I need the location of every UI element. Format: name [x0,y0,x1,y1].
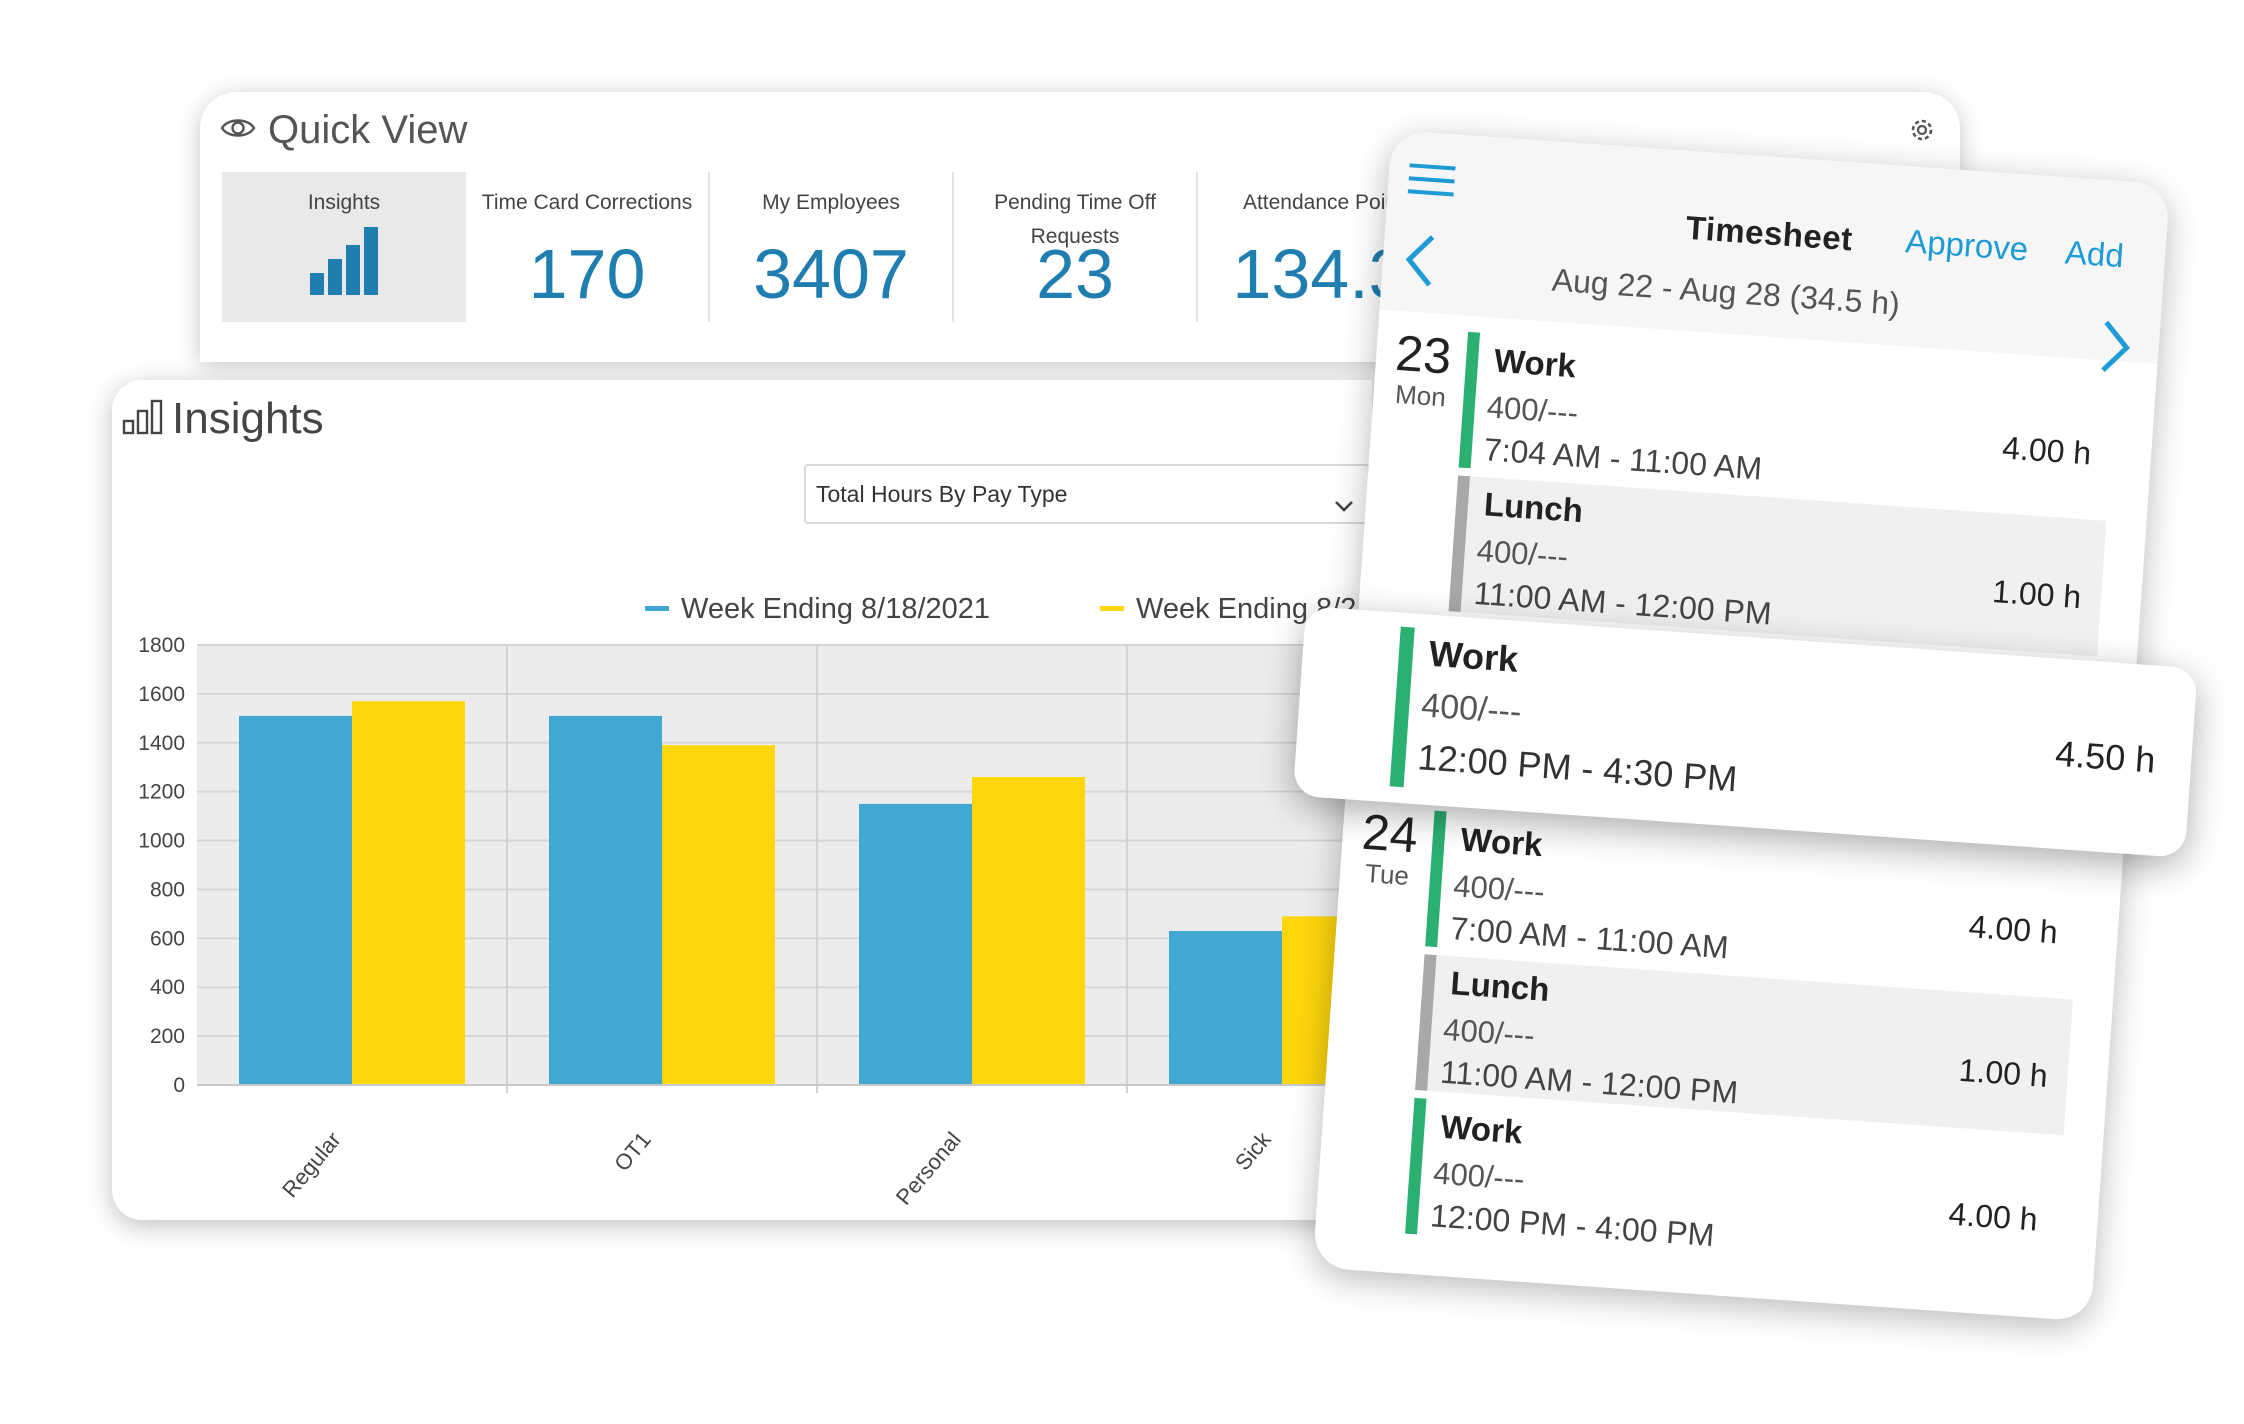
tile-label: Pending Time Off Requests [994,191,1156,248]
bar [662,745,775,1085]
legend-label: Week Ending 8/18/2021 [681,593,990,625]
quick-view-title: Quick View [268,108,468,152]
day-number: 23 [1393,324,1454,385]
quick-view-tiles: Insights Time Card Corrections 170 My Em… [222,172,1442,322]
timesheet-title: Timesheet [1684,208,1854,258]
entry-hours: 4.00 h [1947,1195,2039,1238]
y-tick-label: 1000 [138,830,185,853]
select-value: Total Hours By Pay Type [816,481,1068,507]
y-tick-label: 600 [150,927,185,950]
timesheet-header: Timesheet Approve Add Aug 22 - Aug 28 (3… [1379,130,2171,372]
entry-hours: 1.00 h [1957,1051,2049,1094]
entry-type: Lunch [1482,485,1585,530]
x-tick-label: Regular [277,1127,346,1202]
y-tick-label: 0 [173,1074,185,1097]
eye-icon [220,115,256,146]
y-tick-label: 1600 [138,683,185,706]
entry-type: Work [1439,1107,1524,1151]
entry-code: 400/--- [1432,1155,1526,1197]
entry-hours: 4.50 h [2054,732,2157,781]
tile-label: My Employees [762,191,900,214]
entry-code: 400/--- [1452,868,1546,910]
bar [859,803,972,1085]
entry-type: Work [1492,341,1578,385]
entry-type: Work [1427,632,1520,680]
entry-time: 12:00 PM - 4:00 PM [1429,1197,1716,1254]
tile-pending-time-off[interactable]: Pending Time Off Requests 23 [954,172,1198,322]
entry-code: 400/--- [1475,532,1570,575]
y-tick-label: 200 [150,1025,185,1048]
insights-card: Insights Total Hours By Pay Type 0 200 400… [112,380,1372,1220]
tile-my-employees[interactable]: My Employees 3407 [710,172,954,322]
pay-type-bar-chart: 0 200 400 600 800 1000 1200 1400 1600 1800 Regular… [138,593,1372,1210]
y-tick-label: 1800 [138,634,185,657]
day-weekday: Tue [1364,857,1410,891]
work-strip [1458,331,1481,469]
menu-icon[interactable] [1407,161,1456,203]
y-tick-label: 400 [150,976,185,999]
entry-code: 400/--- [1485,389,1580,431]
chevron-left-icon[interactable] [1401,231,1439,294]
tile-value: 3407 [753,235,909,313]
bar-chart-outline-icon [122,399,164,440]
tile-label: Time Card Corrections [481,191,693,214]
entry-hours: 4.00 h [2001,429,2093,472]
tile-label: Insights [307,191,381,214]
insights-title: Insights [172,394,324,443]
entry-code: 400/--- [1420,686,1523,732]
work-strip [1389,626,1415,788]
add-button[interactable]: Add [2063,233,2126,275]
approve-button[interactable]: Approve [1904,222,2030,268]
day-number: 24 [1360,803,1420,864]
tile-insights[interactable]: Insights [222,172,466,322]
tile-value: 134.3 [1232,235,1408,313]
chart-type-select[interactable]: Total Hours By Pay Type [804,464,1370,524]
tile-time-card-corrections[interactable]: Time Card Corrections 170 [466,172,710,322]
bar-chart-icon [310,227,378,300]
entry-code: 400/--- [1442,1011,1536,1054]
bar [972,777,1085,1085]
y-tick-label: 1400 [138,732,185,755]
x-tick-label: Personal [891,1127,966,1210]
tile-attendance-points[interactable]: Attendance Poin 134.3 [1198,172,1442,322]
bar [239,715,352,1085]
entry-type: Lunch [1449,964,1551,1009]
entry-time: 12:00 PM - 4:30 PM [1416,736,1739,800]
x-tick-label: Sick [1230,1126,1277,1175]
date-range: Aug 22 - Aug 28 (34.5 h) [1550,261,1902,322]
lunch-strip [1415,954,1437,1091]
work-strip [1425,810,1447,948]
lunch-strip [1448,475,1471,612]
tile-value: 23 [1036,235,1114,313]
bar [352,701,465,1085]
bar [1169,931,1282,1085]
tile-value: 170 [528,235,646,313]
y-tick-label: 1200 [138,781,185,804]
legend-swatch [645,606,669,611]
work-strip [1405,1097,1427,1235]
bar [549,715,662,1085]
quick-view-header: Quick View [220,108,467,153]
chevron-right-icon[interactable] [2096,318,2134,381]
legend-swatch [1100,606,1124,611]
x-tick-label: OT1 [609,1127,656,1176]
day-weekday: Mon [1394,378,1447,413]
timesheet-panel: Timesheet Approve Add Aug 22 - Aug 28 (3… [1312,130,2171,1322]
gear-icon[interactable] [1906,114,1938,151]
entry-hours: 4.00 h [1967,908,2059,951]
y-tick-label: 800 [150,878,185,901]
tile-label: Attendance Poin [1242,191,1398,214]
entry-hours: 1.00 h [1991,573,2083,616]
insights-header: Insights [122,394,324,444]
entry-type: Work [1459,820,1544,864]
chevron-down-icon [1332,482,1356,538]
